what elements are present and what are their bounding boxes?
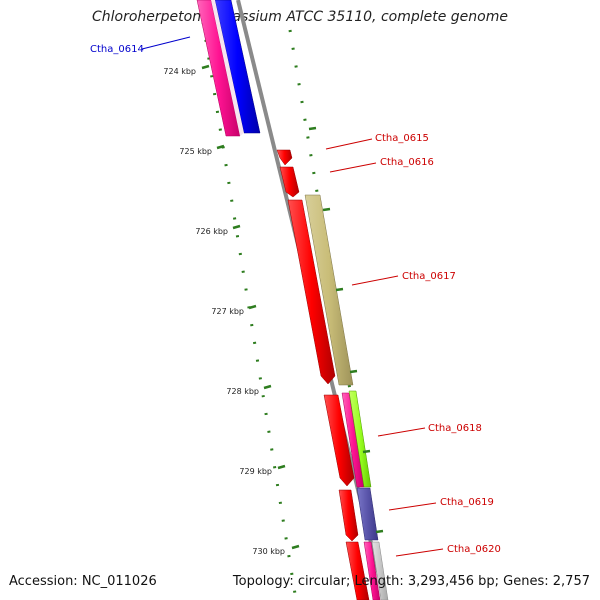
kbp-label: 726 kbp (195, 227, 228, 236)
gene-segment[interactable] (371, 541, 389, 600)
right-track-ticks (308, 126, 384, 534)
gene-segment[interactable] (338, 489, 359, 542)
gene-label-ctha-0620[interactable]: Ctha_0620 (447, 544, 501, 555)
kbp-label: 727 kbp (211, 307, 244, 316)
gene-segment[interactable] (276, 149, 293, 166)
gene-label-ctha-0614[interactable]: Ctha_0614 (90, 44, 144, 55)
gene-segment[interactable] (287, 199, 336, 385)
gene-segment[interactable] (356, 487, 379, 541)
gene-label-ctha-0616[interactable]: Ctha_0616 (380, 157, 434, 168)
kbp-label: 728 kbp (226, 387, 259, 396)
gene-label-ctha-0617[interactable]: Ctha_0617 (402, 271, 456, 282)
gene-label-ctha-0618[interactable]: Ctha_0618 (428, 423, 482, 434)
gene-segment[interactable] (323, 394, 355, 487)
leader-lines (141, 36, 444, 557)
kbp-label-group: 724 kbp 725 kbp 726 kbp 727 kbp 728 kbp … (163, 67, 285, 556)
left-dot-track (201, 21, 298, 600)
kbp-label: 725 kbp (179, 147, 212, 156)
gene-segment[interactable] (304, 194, 354, 386)
gene-segment[interactable] (211, 0, 244, 136)
gene-label-ctha-0615[interactable]: Ctha_0615 (375, 133, 429, 144)
kbp-label: 724 kbp (163, 67, 196, 76)
kbp-label: 729 kbp (239, 467, 272, 476)
gene-label-ctha-0619[interactable]: Ctha_0619 (440, 497, 494, 508)
kbp-label: 730 kbp (252, 547, 285, 556)
accession-text: Accession: NC_011026 (9, 574, 157, 589)
gene-segment[interactable] (345, 541, 370, 600)
kbp-ticks (201, 64, 300, 550)
map-title: Chloroherpeton thalassium ATCC 35110, co… (92, 9, 508, 25)
topology-text: Topology: circular; Length: 3,293,456 bp… (232, 574, 590, 589)
gene-segment[interactable] (279, 166, 300, 198)
gene-segment[interactable] (363, 541, 381, 600)
gene-segment[interactable] (348, 390, 372, 488)
